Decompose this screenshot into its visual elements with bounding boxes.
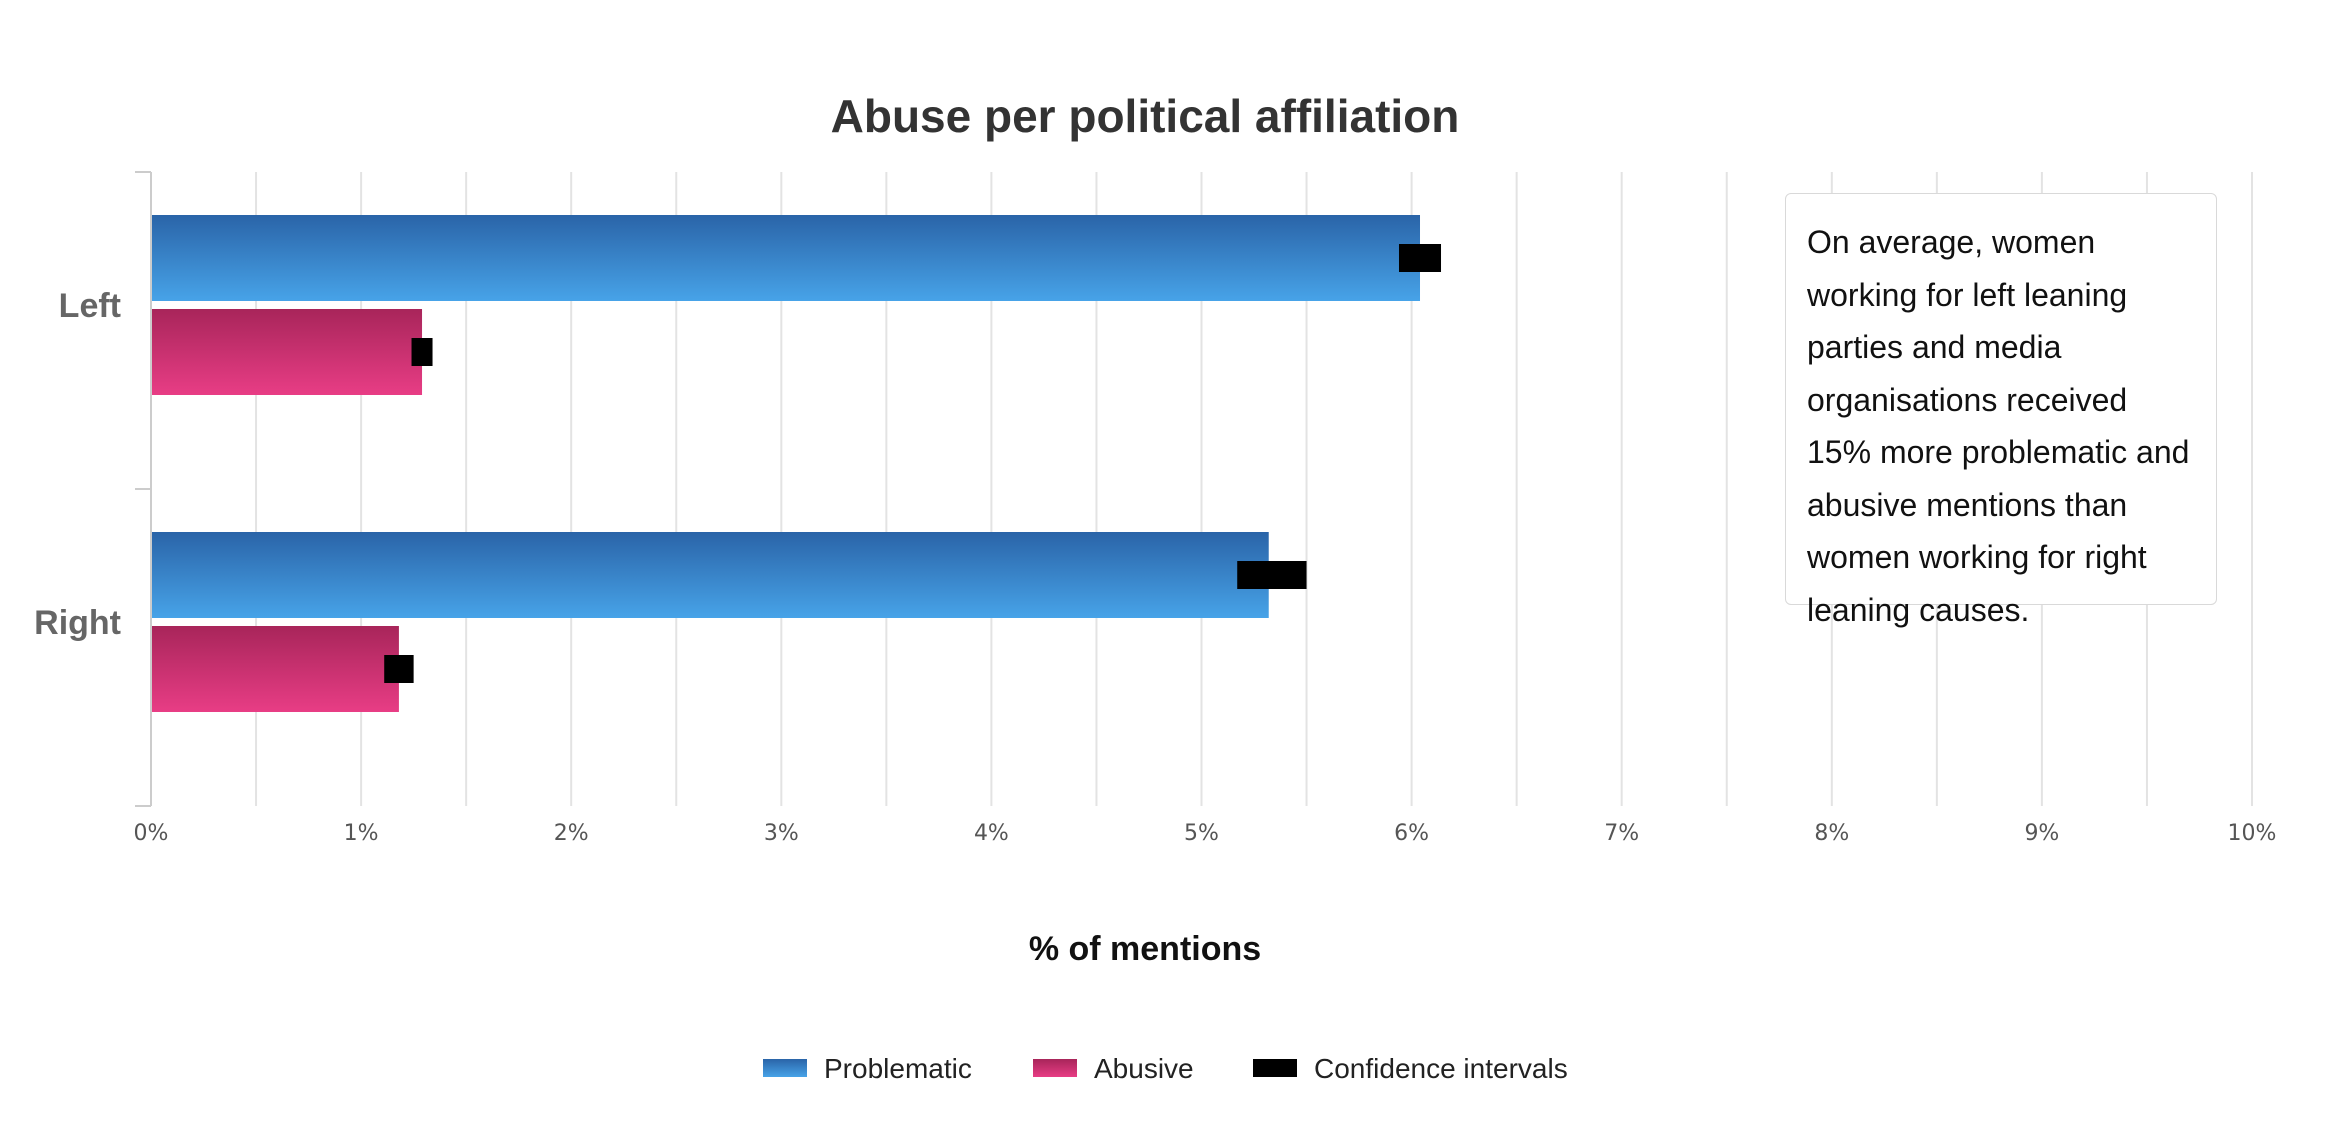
x-tick-label: 1% [344, 821, 379, 846]
bar-abusive-left[interactable] [151, 309, 423, 395]
x-tick-label: 7% [1604, 821, 1639, 846]
ci-problematic-left [1398, 244, 1442, 272]
x-tick-label: 2% [554, 821, 589, 846]
confidence-intervals [384, 244, 1442, 683]
annotation-text: On average, women working for left leani… [1807, 224, 2190, 628]
x-tick-label: 6% [1394, 821, 1429, 846]
category-label: Right [34, 604, 121, 642]
bar-problematic-right[interactable] [151, 532, 1269, 618]
bar-abusive-right[interactable] [151, 626, 399, 712]
ci-abusive-right [384, 655, 414, 683]
legend-label: Problematic [824, 1053, 972, 1084]
legend-swatch [1033, 1059, 1077, 1077]
x-tick-label: 4% [974, 821, 1009, 846]
chart-title: Abuse per political affiliation [831, 90, 1460, 142]
annotation-box: On average, women working for left leani… [1785, 193, 2217, 628]
x-tick-label: 0% [134, 821, 169, 846]
legend-label: Abusive [1094, 1053, 1194, 1084]
x-tick-label: 5% [1184, 821, 1219, 846]
x-tick-label: 8% [1814, 821, 1849, 846]
x-axis-title: % of mentions [1029, 930, 1261, 968]
x-tick-label: 9% [2024, 821, 2059, 846]
legend-swatch [763, 1059, 807, 1077]
bar-problematic-left[interactable] [151, 215, 1421, 301]
legend-item-2[interactable]: Abusive [1033, 1053, 1194, 1084]
legend-item-1[interactable]: Problematic [763, 1053, 972, 1084]
category-label: Left [59, 287, 121, 325]
ci-problematic-right [1237, 561, 1307, 589]
x-tick-label: 10% [2228, 821, 2277, 846]
axes: Left Right 0% 1% 2% 3% 4% 5% 6% 7% 8% 9% 10% [34, 171, 2277, 846]
legend-label: Confidence intervals [1314, 1053, 1568, 1084]
legend-item-3[interactable]: Confidence intervals [1253, 1053, 1568, 1084]
ci-abusive-left [411, 338, 433, 366]
x-tick-label: 3% [764, 821, 799, 846]
bars [151, 215, 1421, 712]
legend-swatch [1253, 1059, 1297, 1077]
legend: Problematic Abusive Confidence intervals [763, 1053, 1568, 1084]
